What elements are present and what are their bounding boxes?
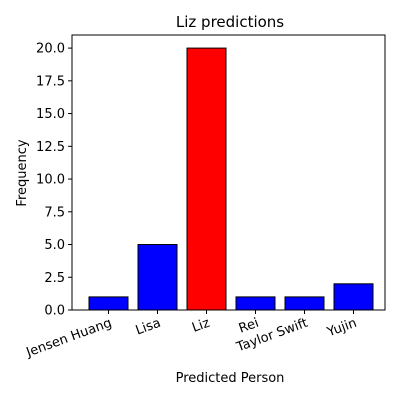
y-tick-label: 2.5 [44, 271, 65, 286]
chart-title: Liz predictions [176, 13, 284, 31]
y-tick-label: 0.0 [44, 304, 65, 319]
bar-rei [235, 296, 276, 311]
x-tick-label: Lisa [134, 316, 163, 339]
y-tick-label: 5.0 [44, 238, 65, 253]
y-tick-label: 15.0 [36, 107, 65, 122]
bars-layer [88, 47, 374, 311]
y-tick-label: 10.0 [36, 173, 65, 188]
y-axis-label: Frequency [15, 139, 30, 206]
bar-lisa [137, 244, 178, 311]
x-tick-label: Rei [237, 316, 261, 337]
bar-yujin [333, 283, 374, 311]
x-tick-label: Liz [190, 316, 212, 336]
y-axis: 0.0 2.5 5.0 7.5 10.0 12.5 15.0 17.5 20.0 [36, 42, 72, 319]
y-tick-label: 12.5 [36, 140, 65, 155]
x-axis-label: Predicted Person [176, 371, 285, 386]
plot-area-frame [71, 34, 386, 311]
x-tick-label: Jensen Huang [24, 316, 114, 361]
x-tick-label: Yujin [324, 316, 358, 341]
bar-taylor-swift [284, 296, 325, 311]
y-tick-label: 7.5 [44, 205, 65, 220]
y-tick-label: 17.5 [36, 74, 65, 89]
bar-jensen-huang [88, 296, 129, 311]
bar-liz [186, 47, 227, 311]
y-tick-label: 20.0 [36, 42, 65, 57]
